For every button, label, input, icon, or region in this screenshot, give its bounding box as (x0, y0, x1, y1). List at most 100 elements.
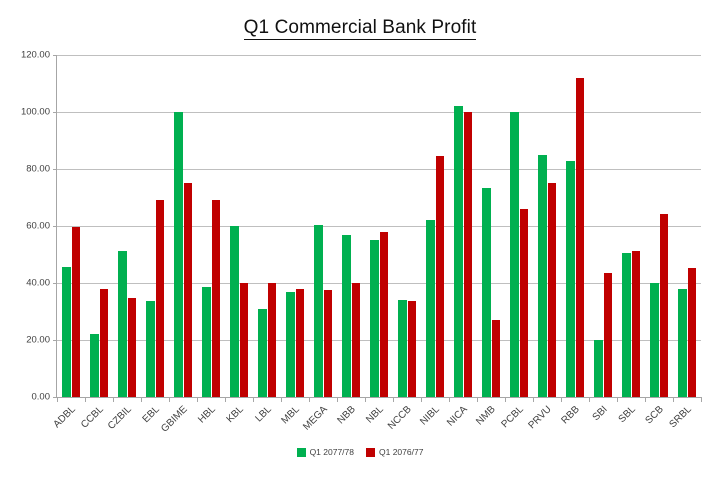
bar-group (174, 55, 192, 397)
x-axis-tick (477, 397, 478, 402)
bar-group (90, 55, 108, 397)
bar (314, 224, 323, 397)
bar-group (426, 55, 444, 397)
bar-group (622, 55, 640, 397)
gridline (57, 283, 701, 284)
bar (230, 226, 239, 397)
bar (594, 340, 603, 397)
x-axis-tick (589, 397, 590, 402)
bar (202, 287, 211, 397)
y-axis-tick (53, 112, 57, 113)
x-axis-tick (365, 397, 366, 402)
bar (678, 288, 687, 397)
y-axis-label: 120.00 (20, 49, 50, 61)
bar (99, 289, 108, 397)
bar (118, 250, 127, 397)
bar (127, 297, 136, 397)
x-axis-tick (505, 397, 506, 402)
bar-group (146, 55, 164, 397)
gridline (57, 169, 701, 170)
x-axis-tick (141, 397, 142, 402)
x-axis-tick (169, 397, 170, 402)
x-axis-tick (645, 397, 646, 402)
x-axis-tick (253, 397, 254, 402)
bar (566, 161, 575, 397)
bar (379, 231, 388, 397)
bar (62, 267, 71, 397)
bar (370, 240, 379, 397)
x-axis-tick (617, 397, 618, 402)
y-axis-label: 60.00 (26, 220, 50, 232)
y-axis-label: 20.00 (26, 334, 50, 346)
bar (323, 290, 332, 397)
legend-label: Q1 2077/78 (309, 447, 354, 457)
bar (650, 283, 659, 397)
x-axis-tick (673, 397, 674, 402)
y-axis-label: 80.00 (26, 163, 50, 175)
x-axis-tick (701, 397, 702, 402)
bar-group (62, 55, 80, 397)
bar-group (398, 55, 416, 397)
bar (90, 334, 99, 397)
x-axis-tick (113, 397, 114, 402)
legend-swatch (366, 447, 375, 457)
bar-group (370, 55, 388, 397)
bar (342, 234, 351, 397)
bar-group (454, 55, 472, 397)
bar (491, 320, 500, 397)
gridline (57, 112, 701, 113)
bar (519, 209, 528, 397)
gridline (57, 226, 701, 227)
bar-group (566, 55, 584, 397)
y-axis-label: 0.00 (31, 391, 51, 403)
chart-legend: Q1 2077/78 Q1 2076/77 (0, 447, 720, 457)
bar (687, 267, 696, 397)
y-axis-tick (53, 226, 57, 227)
bar (622, 252, 631, 397)
y-axis-tick (53, 340, 57, 341)
x-axis-tick (225, 397, 226, 402)
bar (538, 154, 547, 397)
bar (351, 283, 360, 397)
bar (258, 308, 267, 397)
bar (575, 77, 584, 397)
legend-item: Q1 2076/77 (366, 447, 423, 457)
bar (295, 288, 304, 397)
bar-group (678, 55, 696, 397)
bar (398, 300, 407, 397)
bar-group (650, 55, 668, 397)
plot-area (53, 55, 702, 402)
legend-swatch (296, 447, 306, 457)
bar (510, 112, 519, 397)
y-axis-tick (53, 55, 57, 56)
bar-group (594, 55, 612, 397)
y-axis-tick (53, 397, 57, 398)
y-axis-tick (53, 283, 57, 284)
x-axis-tick (85, 397, 86, 402)
bar-group (538, 55, 556, 397)
bar (407, 301, 416, 397)
bar-group (510, 55, 528, 397)
legend-label: Q1 2076/77 (379, 447, 424, 457)
bar (463, 112, 472, 397)
bar (174, 112, 183, 397)
bar (71, 226, 80, 397)
bar-group (314, 55, 332, 397)
bar (426, 220, 435, 397)
gridline (57, 397, 701, 398)
bar (267, 283, 276, 397)
bar (183, 182, 192, 397)
bar (155, 200, 164, 397)
x-axis-tick (561, 397, 562, 402)
bar-group (230, 55, 248, 397)
bar (239, 283, 248, 397)
x-axis-tick (309, 397, 310, 402)
y-axis-tick (53, 169, 57, 170)
bar (547, 183, 556, 397)
chart-title: Q1 Commercial Bank Profit (0, 17, 720, 40)
bar-group (482, 55, 500, 397)
bar (435, 156, 444, 397)
x-axis-tick (281, 397, 282, 402)
y-axis-label: 40.00 (26, 277, 50, 289)
bar (659, 214, 668, 397)
